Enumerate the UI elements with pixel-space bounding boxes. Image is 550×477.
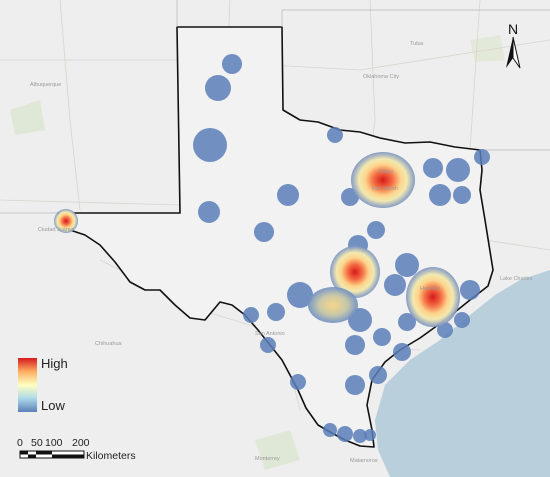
hotspot-cell: [437, 322, 453, 338]
green-patch: [470, 35, 505, 62]
svg-text:Matamoros: Matamoros: [350, 458, 378, 464]
legend-high-label: High: [41, 356, 68, 371]
north-arrow-icon: [506, 37, 513, 68]
hotspot-cell: [287, 282, 313, 308]
scale-bar: 0 50 100 200 Kilometers: [17, 437, 136, 462]
hotspot-cell: [243, 307, 259, 323]
svg-text:Tulsa: Tulsa: [410, 41, 424, 47]
hotspot-cell: [364, 429, 376, 441]
hotspot-cell: [353, 429, 367, 443]
hotspot-cell: [254, 222, 274, 242]
hotspot-cell: [474, 149, 490, 165]
legend: High Low: [18, 356, 68, 413]
scale-tick-50: 50: [31, 437, 43, 449]
svg-text:Lake Charles: Lake Charles: [500, 276, 533, 282]
north-label: N: [508, 21, 518, 37]
scale-tick-100: 100: [45, 437, 63, 449]
hotspot-cell: [446, 158, 470, 182]
hotspot-cell: [395, 253, 419, 277]
svg-text:Fort Worth: Fort Worth: [372, 186, 398, 192]
svg-text:Monterrey: Monterrey: [255, 456, 280, 462]
hotspot-san-antonio: [308, 287, 358, 323]
gulf-water: [375, 270, 550, 477]
hotspot-cell: [367, 221, 385, 239]
hotspot-cell: [384, 274, 406, 296]
hotspot-cell: [198, 201, 220, 223]
svg-text:San Antonio: San Antonio: [255, 331, 285, 337]
legend-low-label: Low: [41, 398, 65, 413]
hotspot-cell: [454, 312, 470, 328]
hotspot-cell: [423, 158, 443, 178]
svg-text:Oklahoma City: Oklahoma City: [363, 74, 399, 80]
svg-text:Ciudad Juárez: Ciudad Juárez: [38, 227, 74, 233]
svg-text:Chihuahua: Chihuahua: [95, 341, 123, 347]
state-borders: [0, 0, 550, 214]
green-patch: [255, 430, 300, 470]
hotspot-cell: [429, 184, 451, 206]
hotspot-cell: [260, 337, 276, 353]
hotspot-layer: [193, 54, 490, 443]
hotspot-cell: [345, 335, 365, 355]
hotspot-cell: [267, 303, 285, 321]
hotspot-cell: [290, 374, 306, 390]
scale-tick-200: 200: [72, 437, 90, 449]
hotspot-houston: [406, 267, 460, 327]
hotspot-cell: [277, 184, 299, 206]
hotspot-cell: [323, 423, 337, 437]
hotspot-cell: [453, 186, 471, 204]
svg-text:Houston: Houston: [420, 286, 441, 292]
hotspot-austin: [330, 246, 380, 298]
hotspot-cell: [345, 375, 365, 395]
hotspot-cell: [460, 280, 480, 300]
hotspot-cell: [327, 127, 343, 143]
legend-color-ramp: [18, 358, 37, 412]
hotspot-el-paso: [54, 209, 78, 233]
hotspot-dallas-fort-worth: [351, 152, 415, 208]
hotspot-cell: [222, 54, 242, 74]
green-patch: [10, 100, 45, 135]
north-arrow: N: [506, 21, 521, 69]
hotspot-cell: [373, 328, 391, 346]
scale-unit-label: Kilometers: [86, 450, 136, 462]
city-labels: Oklahoma City Tulsa Albuquerque Ciudad J…: [30, 41, 533, 464]
svg-text:Albuquerque: Albuquerque: [30, 82, 61, 88]
scale-tick-0: 0: [17, 437, 23, 449]
hotspot-cell: [398, 313, 416, 331]
hotspot-cell: [393, 343, 411, 361]
hotspot-cell: [193, 128, 227, 162]
svg-text:Dallas: Dallas: [378, 169, 394, 175]
hotspot-cell: [205, 75, 231, 101]
hotspot-cell: [337, 426, 353, 442]
hotspot-cell: [369, 366, 387, 384]
